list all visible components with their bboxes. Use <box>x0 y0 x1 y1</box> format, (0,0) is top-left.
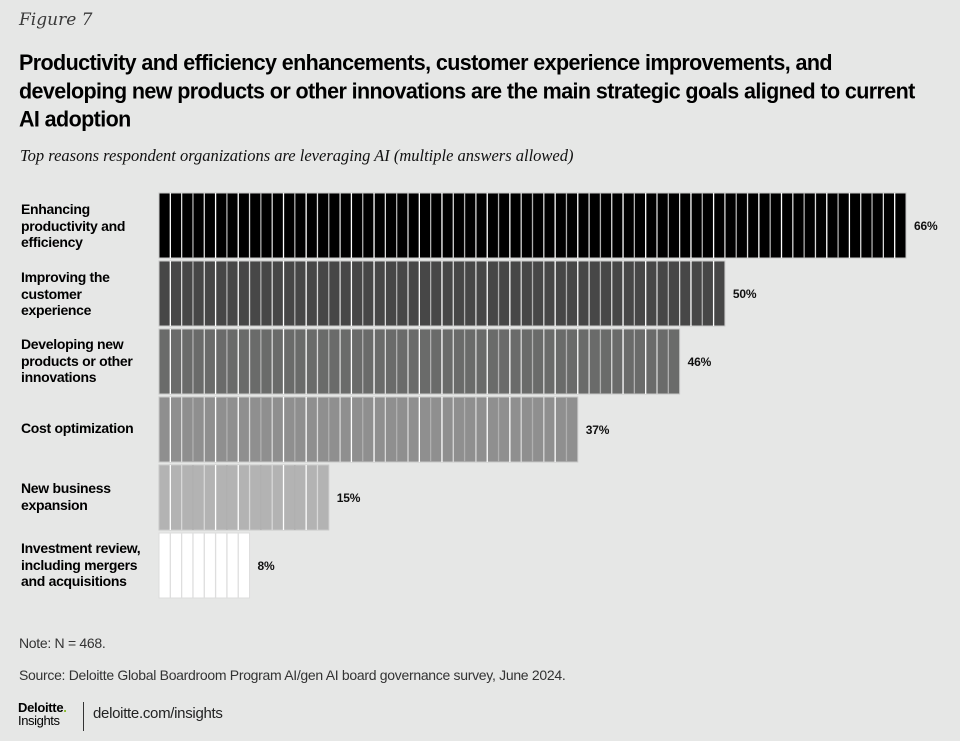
value-label: 8% <box>257 558 275 573</box>
source: Source: Deloitte Global Boardroom Progra… <box>19 667 566 683</box>
bar-rect <box>158 464 330 531</box>
category-label: Enhancing productivity and efficiency <box>21 201 126 250</box>
site-link[interactable]: deloitte.com/insights <box>93 705 223 722</box>
bar <box>158 192 907 259</box>
category-label: New business expansion <box>21 480 111 513</box>
logo-green-dot: . <box>63 700 67 715</box>
bar-rect <box>158 396 579 463</box>
bar <box>158 464 330 531</box>
value-label: 46% <box>687 354 712 369</box>
value-label: 50% <box>732 286 757 301</box>
value-label: 66% <box>914 218 938 233</box>
category-label: Cost optimization <box>21 420 134 436</box>
value-label: 15% <box>336 490 361 505</box>
deloitte-insights-logo: Deloitte. Insights <box>18 701 67 727</box>
bar <box>158 396 579 463</box>
bar <box>158 328 681 395</box>
note: Note: N = 468. <box>19 635 106 651</box>
chart-title: Productivity and efficiency enhancements… <box>19 50 915 132</box>
chart-subtitle: Top reasons respondent organizations are… <box>20 146 574 165</box>
bar <box>158 532 251 599</box>
figure-label: Figure 7 <box>19 10 93 30</box>
category-label: Investment review, including mergers and… <box>21 540 141 589</box>
category-label: Improving the customer experience <box>21 269 110 318</box>
bar <box>158 260 726 327</box>
logo-subtext: Insights <box>18 713 60 728</box>
logo-wordmark: Deloitte <box>18 700 64 715</box>
logo-divider <box>83 702 84 731</box>
category-label: Developing new products or other innovat… <box>21 336 133 385</box>
value-label: 37% <box>585 422 610 437</box>
